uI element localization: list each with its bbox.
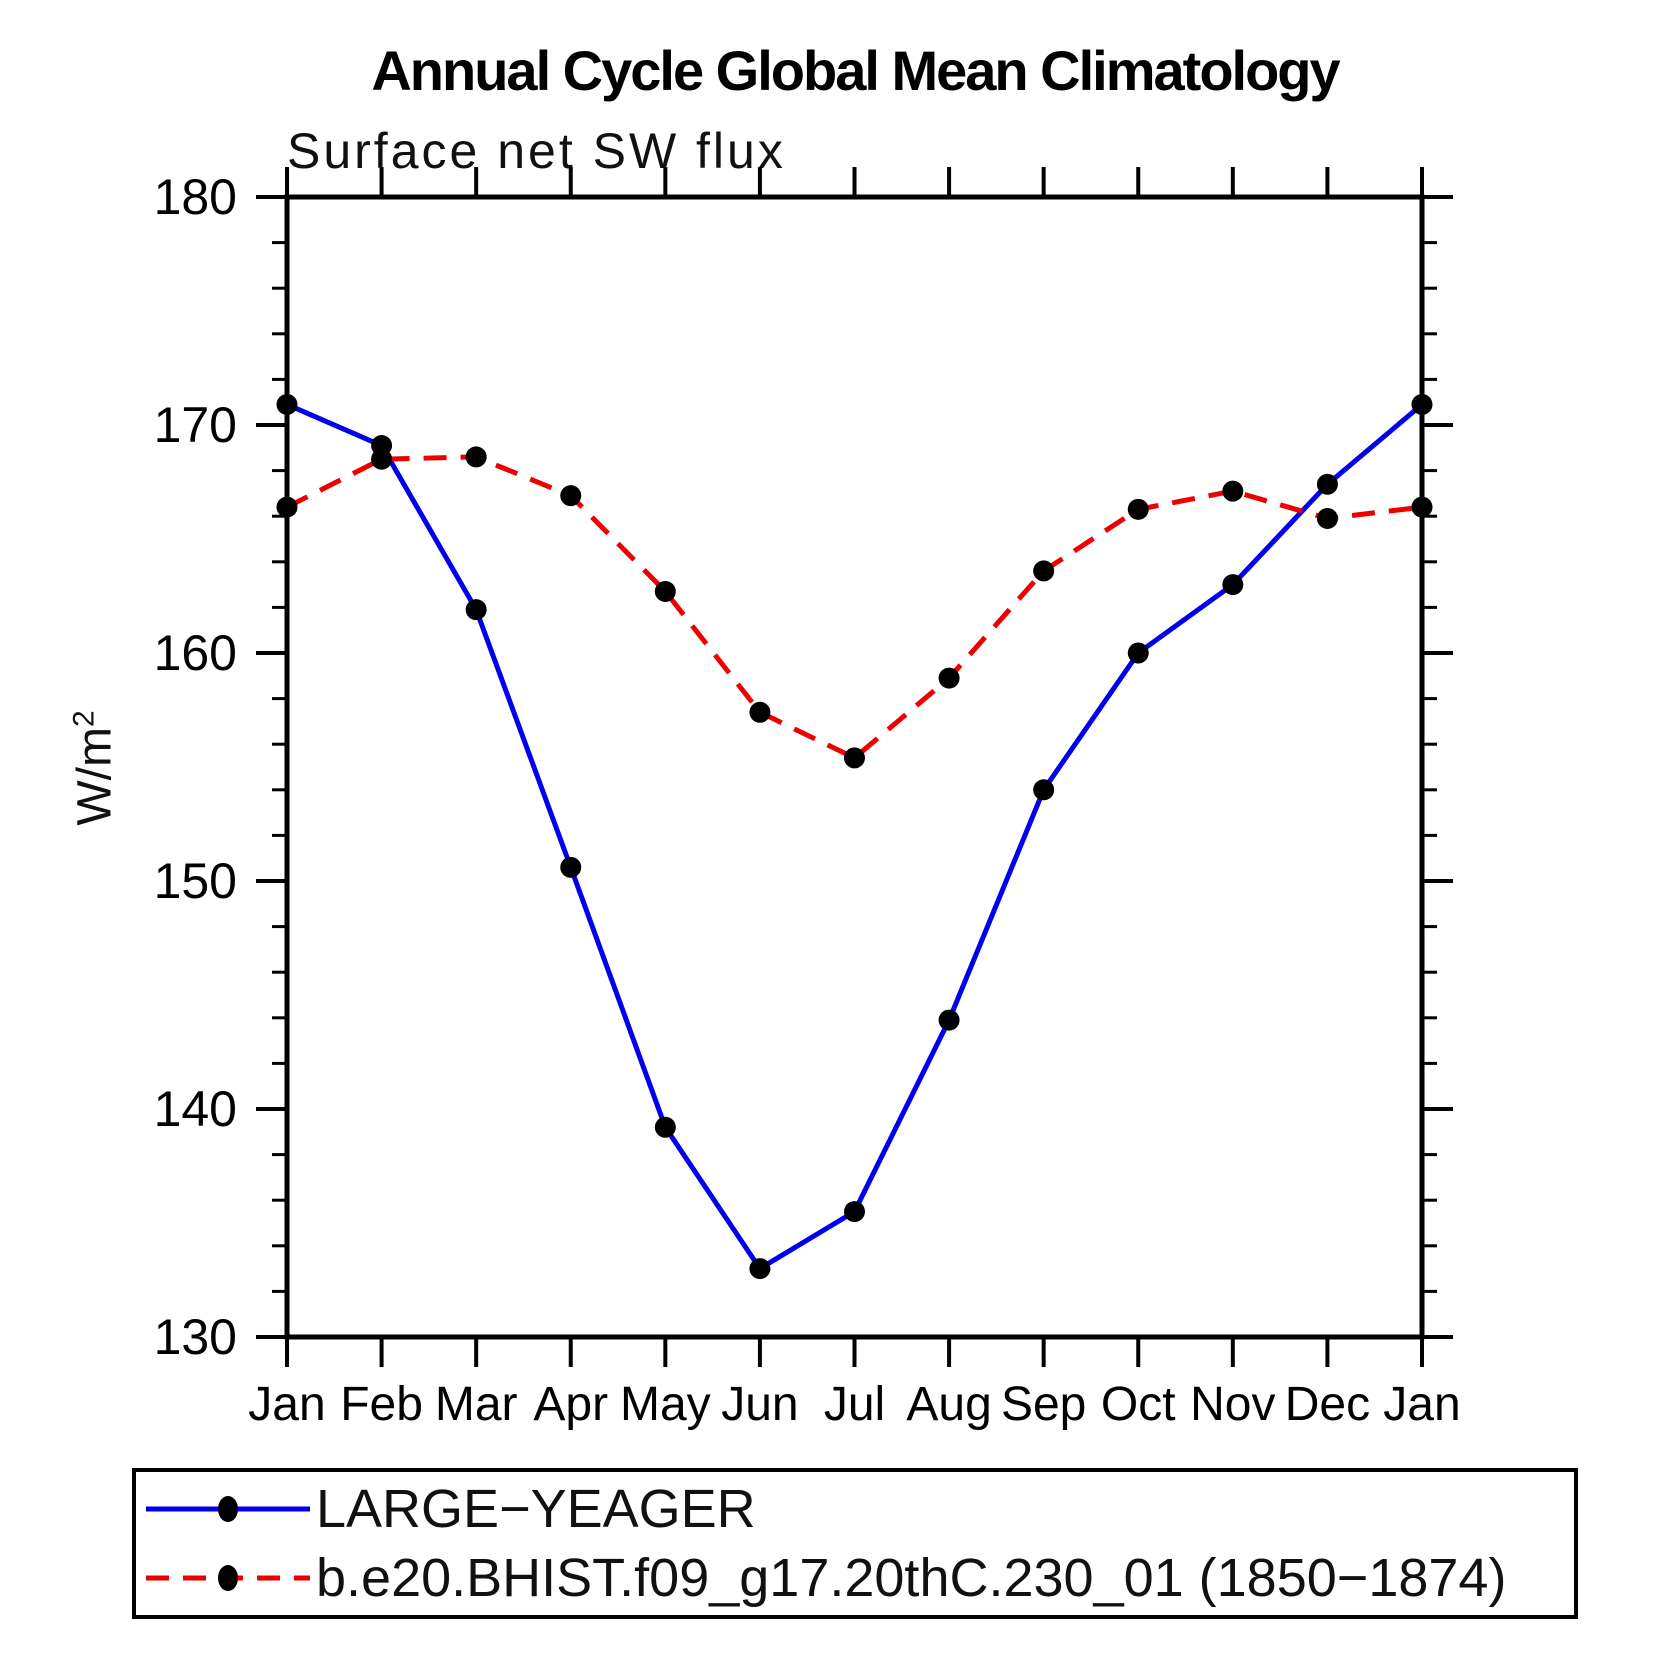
y-tick-label: 180 — [154, 169, 237, 225]
data-point-marker-1 — [465, 446, 487, 468]
data-point-marker-1 — [371, 448, 393, 470]
x-tick-label: Feb — [340, 1378, 423, 1431]
data-point-marker-1 — [654, 580, 676, 602]
legend-label-model-run: b.e20.BHIST.f09_g17.20thC.230_01 (1850−1… — [316, 1547, 1507, 1608]
data-point-marker-0 — [276, 393, 298, 415]
chart-subtitle: Surface net SW flux — [287, 123, 786, 179]
x-tick-label: May — [620, 1378, 711, 1431]
legend-box: LARGE−YEAGER b.e20.BHIST.f09_g17.20thC.2… — [132, 1468, 1578, 1619]
y-tick-label: 150 — [154, 853, 237, 909]
x-tick-label: Aug — [906, 1378, 991, 1431]
data-point-marker-0 — [938, 1009, 960, 1031]
data-point-marker-1 — [276, 496, 298, 518]
x-tick-label: Jan — [1383, 1378, 1460, 1431]
legend-label-large-yeager: LARGE−YEAGER — [316, 1479, 756, 1540]
x-tick-label: Sep — [1001, 1378, 1086, 1431]
data-point-marker-0 — [749, 1258, 771, 1280]
legend-marker-dot-icon — [218, 1564, 238, 1591]
legend-line-sample-solid — [146, 1496, 310, 1523]
data-point-marker-1 — [1316, 507, 1338, 529]
data-point-marker-0 — [1411, 393, 1433, 415]
data-point-marker-1 — [560, 485, 582, 507]
data-point-marker-0 — [1033, 779, 1055, 801]
x-tick-label: Mar — [435, 1378, 518, 1431]
data-point-marker-1 — [1411, 496, 1433, 518]
y-tick-label: 160 — [154, 625, 237, 681]
chart-title: Annual Cycle Global Mean Climatology — [371, 39, 1340, 102]
x-tick-label: Jul — [824, 1378, 885, 1431]
data-point-marker-1 — [1222, 480, 1244, 502]
data-point-marker-0 — [560, 856, 582, 878]
series-line-0 — [286, 402, 1424, 1272]
series-line-1 — [285, 454, 1423, 761]
data-point-marker-1 — [844, 747, 865, 769]
legend-row-model-run: b.e20.BHIST.f09_g17.20thC.230_01 (1850−1… — [140, 1547, 1574, 1609]
x-tick-label: Oct — [1101, 1378, 1176, 1431]
legend-marker-dot-icon — [218, 1496, 238, 1523]
data-point-marker-0 — [465, 599, 487, 621]
x-tick-label: Jun — [721, 1378, 798, 1431]
y-tick-label: 170 — [154, 397, 237, 453]
data-point-marker-1 — [1127, 498, 1149, 520]
y-tick-label: 140 — [154, 1081, 237, 1137]
data-point-marker-0 — [844, 1201, 865, 1223]
data-point-marker-0 — [1222, 574, 1244, 596]
x-tick-label: Nov — [1190, 1378, 1275, 1431]
data-point-marker-1 — [749, 701, 771, 723]
legend-line-sample-dashed — [146, 1564, 310, 1591]
data-point-marker-0 — [1127, 642, 1149, 664]
x-tick-label: Jan — [248, 1378, 325, 1431]
x-tick-label: Dec — [1285, 1378, 1370, 1431]
legend-row-large-yeager: LARGE−YEAGER — [140, 1478, 1574, 1540]
data-point-marker-0 — [1316, 473, 1338, 495]
data-point-marker-1 — [1033, 560, 1055, 582]
data-point-marker-0 — [654, 1116, 676, 1138]
y-tick-label: 130 — [154, 1309, 237, 1365]
data-point-marker-1 — [938, 667, 960, 689]
x-tick-label: Apr — [533, 1378, 608, 1431]
